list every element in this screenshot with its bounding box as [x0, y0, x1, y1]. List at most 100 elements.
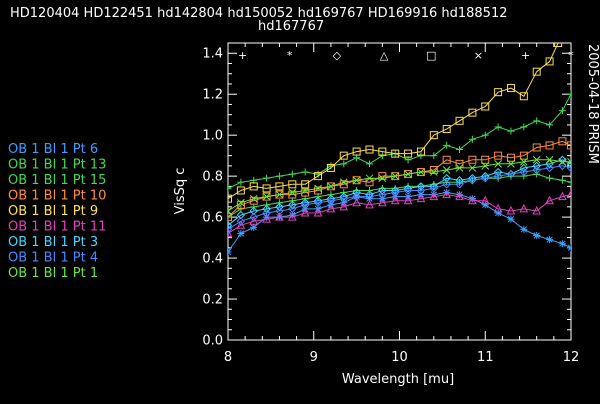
- data-point: [429, 131, 438, 140]
- data-point: [481, 102, 490, 111]
- data-point: [567, 157, 571, 166]
- data-point: [566, 163, 571, 173]
- data-point: [249, 206, 258, 216]
- data-point: [228, 194, 232, 203]
- data-point: [237, 198, 245, 207]
- data-point: [352, 147, 361, 156]
- data-point: [327, 182, 335, 191]
- data-point: [558, 176, 566, 184]
- data-point: [493, 203, 503, 213]
- data-point: [558, 240, 566, 248]
- data-point: [352, 188, 361, 197]
- data-point: [391, 172, 400, 180]
- data-point: [481, 201, 489, 209]
- x-tick-label: 12: [563, 350, 580, 365]
- data-point: [468, 155, 477, 164]
- data-point: [236, 186, 245, 195]
- data-point: [494, 209, 502, 217]
- data-point: [493, 167, 503, 177]
- data-point: [313, 198, 323, 207]
- y-tick-label: 1.0: [202, 129, 223, 144]
- top-symbol: ×: [474, 49, 483, 62]
- data-point: [506, 153, 515, 162]
- data-point: [365, 192, 374, 201]
- data-point: [519, 151, 528, 160]
- y-tick-label: 0.2: [202, 293, 223, 308]
- data-point: [567, 90, 571, 98]
- data-point: [442, 180, 451, 189]
- data-point: [481, 162, 490, 170]
- data-point: [520, 123, 528, 131]
- data-point: [416, 182, 426, 191]
- data-point: [416, 186, 426, 195]
- data-point: [391, 149, 400, 158]
- top-symbol: ◇: [333, 49, 342, 62]
- top-symbol: +: [521, 49, 530, 62]
- data-point: [236, 210, 246, 220]
- data-point: [391, 186, 400, 195]
- data-point: [429, 168, 438, 176]
- top-symbol: *: [568, 49, 574, 62]
- series-ob-1-bl-1-pt-1: [228, 155, 571, 215]
- data-point: [378, 152, 386, 160]
- data-point: [480, 195, 490, 205]
- data-point: [352, 197, 361, 207]
- data-point: [249, 196, 258, 205]
- data-point: [365, 190, 374, 199]
- data-point: [228, 221, 233, 230]
- data-point: [275, 190, 284, 199]
- data-point: [288, 200, 297, 210]
- y-tick-label: 0.0: [202, 334, 223, 349]
- data-point: [532, 161, 541, 171]
- data-point: [365, 145, 374, 154]
- data-point: [390, 195, 400, 205]
- legend-item: OB 1 Bl 1 Pt 6: [8, 142, 98, 157]
- data-point: [493, 171, 503, 181]
- data-point: [545, 141, 554, 150]
- legend-item: OB 1 Bl 1 Pt 4: [8, 251, 98, 266]
- data-point: [262, 208, 271, 218]
- data-point: [352, 192, 361, 201]
- data-point: [339, 192, 348, 201]
- data-point: [262, 192, 271, 201]
- data-point: [237, 229, 245, 237]
- data-point: [262, 204, 271, 214]
- data-point: [228, 184, 232, 192]
- data-point: [468, 195, 477, 205]
- data-point: [403, 186, 413, 195]
- data-point: [455, 164, 464, 172]
- data-point: [288, 188, 297, 197]
- data-point: [558, 137, 567, 146]
- data-point: [468, 173, 477, 183]
- series-ob-1-bl-1-pt-9: [228, 43, 563, 203]
- data-point: [468, 135, 476, 143]
- data-point: [250, 223, 258, 231]
- y-tick-label: 0.6: [202, 211, 223, 226]
- series-ob-1-bl-1-pt-4: [228, 161, 571, 234]
- top-symbol: △: [380, 49, 389, 62]
- data-point: [558, 157, 567, 166]
- x-tick-label: 9: [310, 350, 318, 365]
- data-point: [340, 160, 348, 168]
- data-point: [275, 202, 284, 212]
- data-point: [365, 199, 374, 209]
- data-point: [507, 159, 515, 168]
- data-point: [288, 190, 297, 199]
- data-point: [519, 203, 529, 213]
- y-tick-label: 0.8: [202, 170, 223, 185]
- data-point: [468, 195, 476, 203]
- top-symbol: +: [238, 49, 247, 62]
- data-point: [378, 147, 387, 156]
- data-point: [494, 88, 503, 97]
- top-symbol: □: [426, 49, 436, 62]
- top-symbol-row: + * ◇ △ □ × + *: [238, 49, 574, 62]
- series-layer: [228, 43, 571, 256]
- data-point: [262, 192, 271, 201]
- data-point: [416, 147, 425, 156]
- data-point: [249, 216, 259, 225]
- y-tick-label: 1.2: [202, 88, 223, 103]
- data-point: [507, 215, 515, 223]
- data-point: [456, 146, 464, 154]
